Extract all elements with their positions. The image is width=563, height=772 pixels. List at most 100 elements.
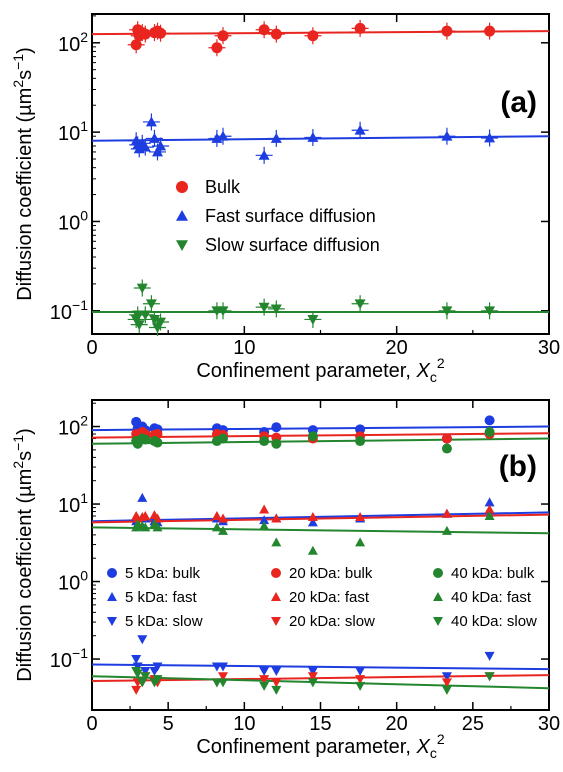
legend-marker	[176, 181, 188, 193]
y-tick-label: 10−1	[50, 297, 88, 324]
legend-marker	[176, 240, 188, 251]
data-point	[130, 316, 148, 334]
x-tick-label: 15	[309, 713, 331, 735]
legend-marker	[271, 617, 281, 626]
data-point	[484, 427, 495, 438]
fit-line-2	[91, 437, 550, 445]
data-point	[355, 667, 366, 677]
data-point	[441, 525, 452, 535]
legend-entry-label: Bulk	[205, 177, 241, 197]
fit-line-4	[91, 513, 550, 524]
data-point	[441, 685, 452, 695]
data-point	[214, 27, 232, 45]
y-tick-label: 101	[58, 490, 88, 517]
data-point	[441, 678, 452, 688]
data-point	[267, 129, 285, 147]
legend-entry-label: 20 kDa: bulk	[289, 565, 373, 582]
data-point	[481, 129, 499, 147]
legend-entry-label: 20 kDa: slow	[289, 613, 375, 630]
data-point	[438, 302, 456, 320]
y-tick-label: 101	[58, 118, 88, 145]
data-point	[307, 545, 318, 555]
data-point	[152, 662, 163, 672]
fit-line-3	[91, 511, 550, 523]
panel-label: (a)	[500, 86, 537, 119]
data-point	[484, 504, 495, 514]
x-axis-label: Confinement parameter, Xc2	[196, 355, 444, 385]
data-point	[211, 511, 222, 521]
y-tick-label: 102	[58, 413, 88, 440]
data-point	[133, 279, 151, 297]
data-point	[152, 522, 163, 532]
legend-entry-label: Fast surface diffusion	[205, 206, 376, 226]
data-point	[208, 39, 226, 57]
data-point	[255, 146, 273, 164]
data-point	[355, 436, 366, 447]
data-point	[355, 424, 366, 435]
data-point	[271, 422, 282, 433]
data-point	[140, 511, 151, 521]
data-point	[152, 313, 170, 331]
data-point	[214, 127, 232, 145]
x-tick-label: 20	[386, 337, 408, 359]
data-point	[136, 25, 154, 43]
legend-entry-label: 40 kDa: slow	[451, 613, 537, 630]
fit-line-8	[91, 675, 550, 690]
data-point	[152, 137, 170, 155]
data-point	[259, 675, 270, 685]
panel-b: 0 5 10 15 20 25 30 10−1 100 101 102 (b) Confinement …	[10, 399, 560, 761]
panel-a: 0 10 20 30 10−1 100 101 102 (a) Confinement param…	[10, 13, 560, 385]
legend-marker	[271, 568, 281, 578]
x-axis-label: Confinement parameter, Xc2	[196, 731, 444, 761]
data-point	[218, 672, 229, 682]
data-point	[218, 525, 229, 535]
data-point	[307, 667, 318, 677]
data-point	[211, 522, 222, 532]
data-point	[137, 635, 148, 645]
data-point	[267, 25, 285, 43]
data-point	[152, 675, 163, 685]
x-tick-label: 10	[233, 713, 255, 735]
data-point	[137, 492, 148, 502]
data-point	[441, 443, 452, 454]
data-point	[152, 24, 170, 42]
legend-marker	[433, 592, 443, 601]
data-point	[271, 678, 282, 688]
fit-line-7	[91, 674, 550, 683]
data-point	[351, 295, 369, 313]
x-tick-label: 10	[233, 337, 255, 359]
fit-line-5	[91, 526, 550, 535]
legend-entry-label: 5 kDa: slow	[125, 613, 203, 630]
data-point	[438, 22, 456, 40]
data-point	[218, 433, 229, 444]
legend-b: 5 kDa: bulk 20 kDa: bulk 40 kDa: bulk 5 kDa…	[107, 565, 537, 630]
data-point	[484, 415, 495, 426]
data-point	[218, 513, 229, 523]
data-point	[137, 678, 148, 688]
data-point	[136, 138, 154, 156]
data-point	[140, 522, 151, 532]
data-point	[351, 121, 369, 139]
data-point	[259, 436, 270, 447]
x-tick-label: 20	[386, 713, 408, 735]
data-point	[142, 295, 160, 313]
legend-entry-label: 20 kDa: fast	[289, 589, 370, 606]
data-point	[131, 655, 142, 665]
y-tick-label: 102	[58, 29, 88, 56]
data-point	[307, 678, 318, 688]
data-point	[131, 685, 142, 695]
legend-marker	[176, 210, 188, 221]
x-tick-label: 0	[86, 713, 97, 735]
data-point	[271, 513, 282, 523]
data-point	[142, 113, 160, 131]
legend-marker	[107, 617, 117, 626]
x-tick-label: 30	[538, 713, 560, 735]
data-point	[307, 431, 318, 442]
fit-line-0	[91, 425, 550, 432]
legend-marker	[433, 568, 443, 578]
data-point	[218, 662, 229, 672]
legend-entry-label: 5 kDa: fast	[125, 589, 198, 606]
data-point	[271, 438, 282, 449]
data-point	[259, 515, 270, 525]
data-point	[307, 517, 318, 527]
